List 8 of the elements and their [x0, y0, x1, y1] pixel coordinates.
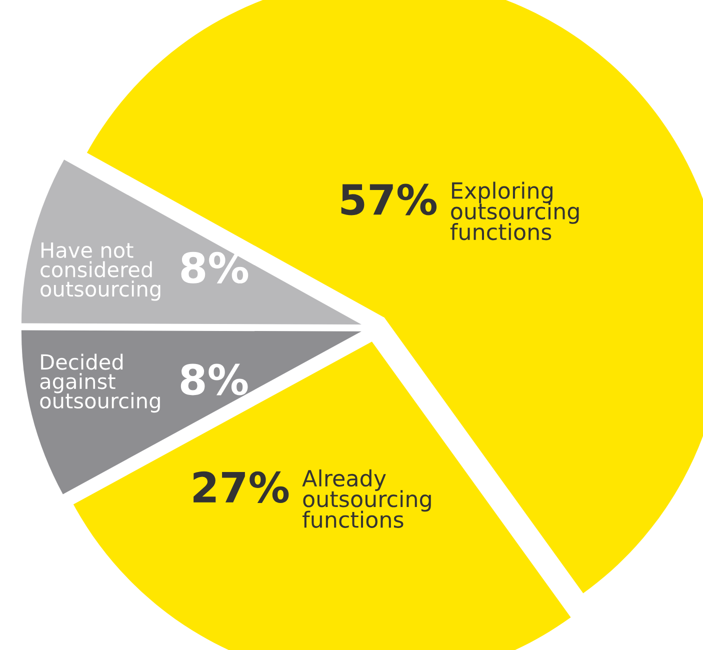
slice-label: Already outsourcing functions: [302, 469, 431, 528]
data-label: 8%: [181, 252, 248, 284]
data-label: 57%: [341, 184, 437, 216]
slice-label: Exploring outsourcing functions: [450, 182, 579, 240]
slice-label: Decided against outsourcing: [40, 354, 160, 413]
data-label: 8%: [180, 364, 248, 396]
slice-label: Have not considered outsourcing: [40, 242, 160, 301]
data-label: 27%: [194, 471, 289, 503]
